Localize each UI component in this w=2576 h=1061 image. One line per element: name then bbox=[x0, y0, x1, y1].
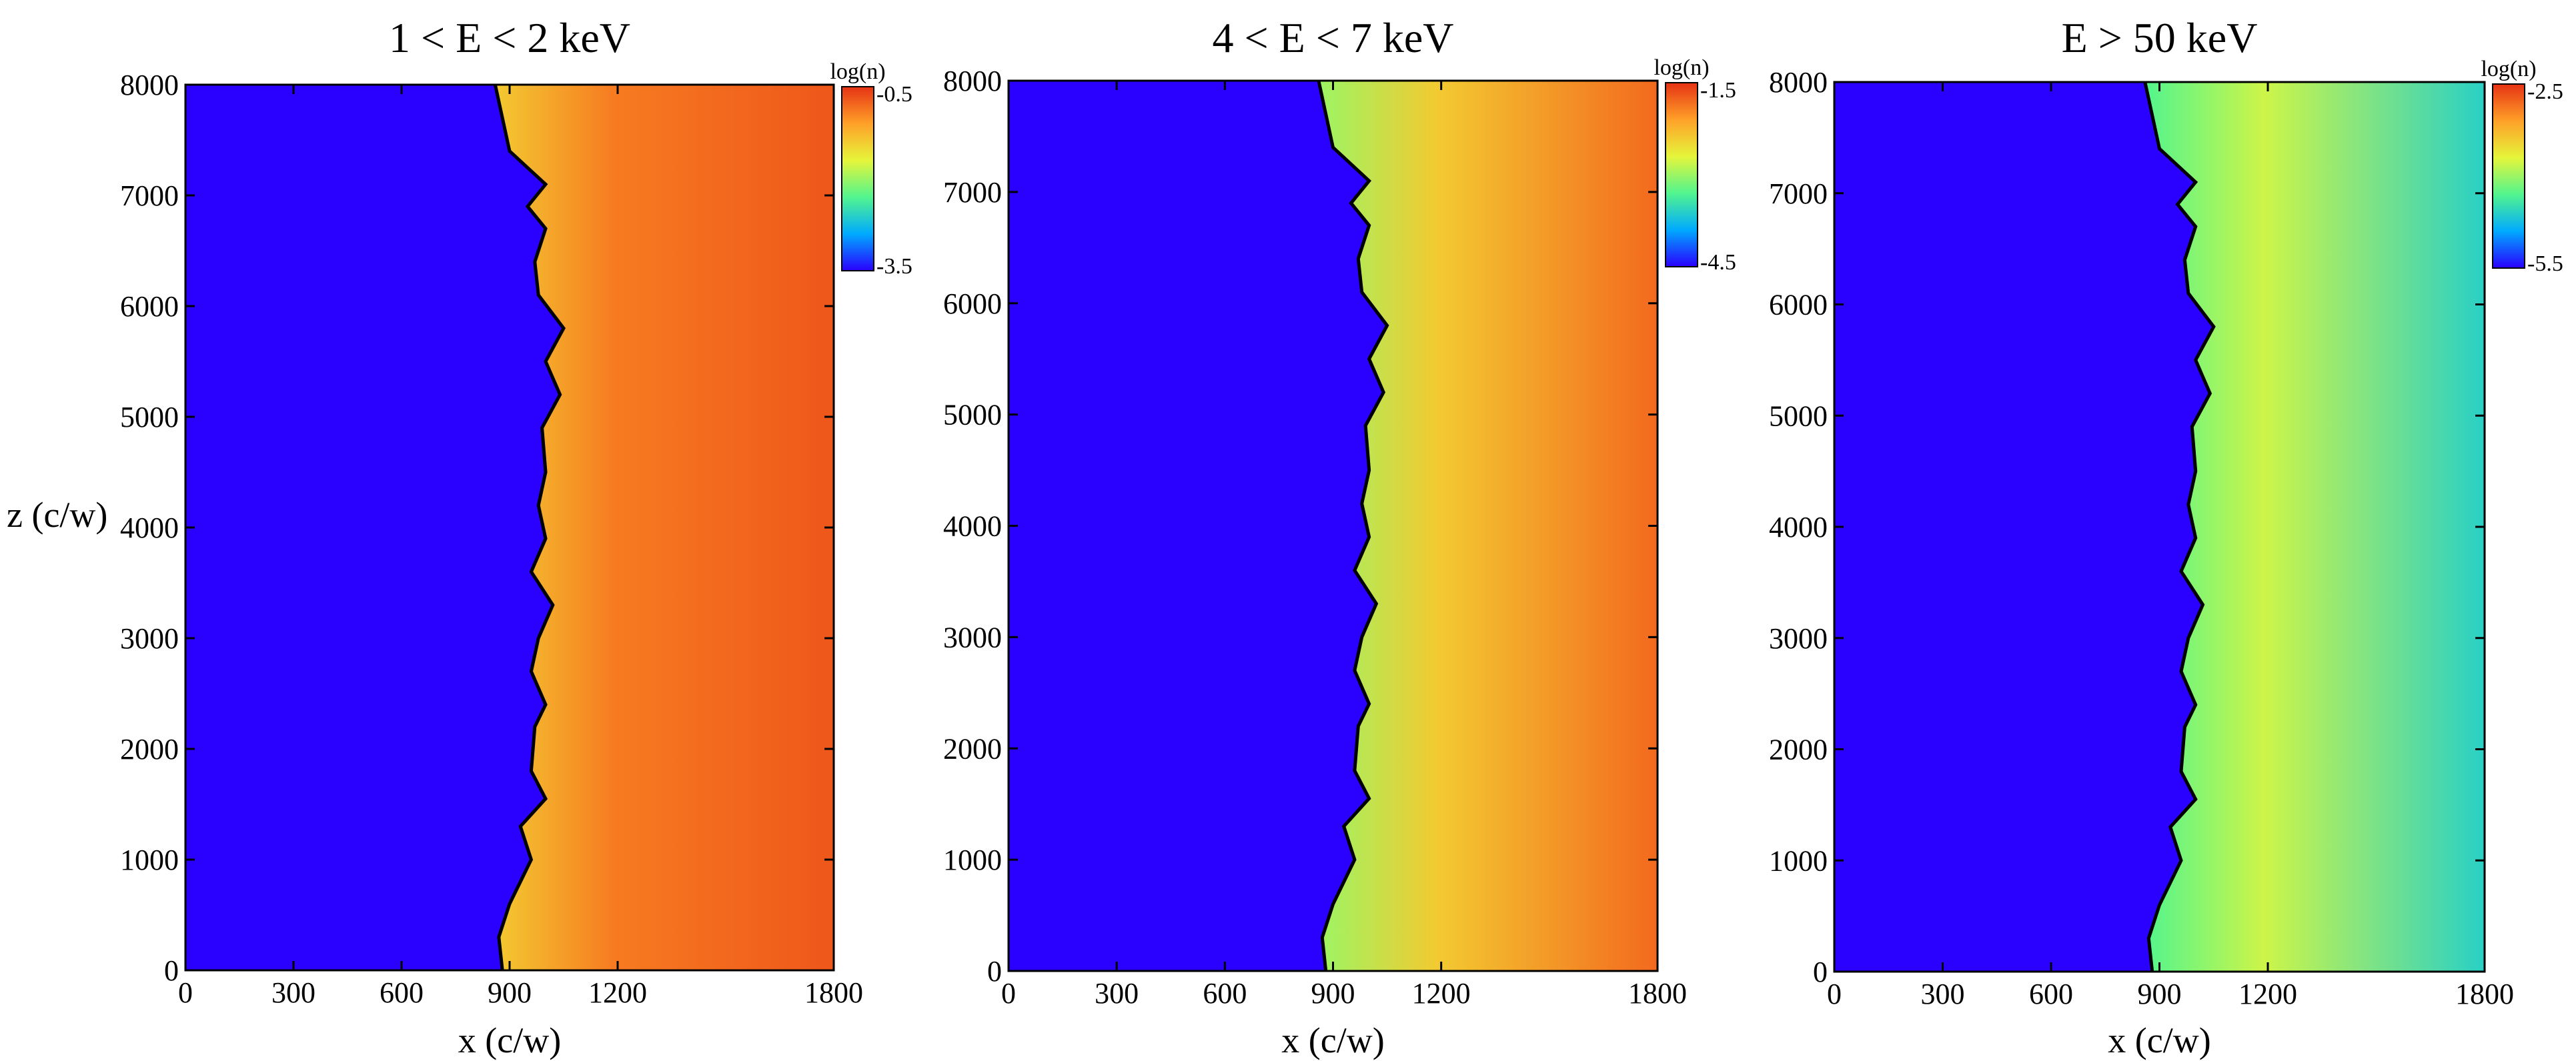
z-axis-label: z (c/w) bbox=[7, 495, 107, 535]
panel-title: 4 < E < 7 keV bbox=[1213, 14, 1454, 61]
y-tick-label: 8000 bbox=[120, 69, 179, 101]
y-tick-label: 4000 bbox=[120, 511, 179, 544]
panel-title: 1 < E < 2 keV bbox=[389, 14, 630, 61]
x-tick-label: 0 bbox=[1827, 978, 1842, 1010]
y-tick-label: 1000 bbox=[1769, 844, 1828, 877]
colorbar bbox=[841, 86, 874, 271]
x-tick-label: 1200 bbox=[1412, 977, 1471, 1010]
colorbar-max-label: -0.5 bbox=[876, 82, 912, 107]
colorbar-max-label: -1.5 bbox=[1700, 78, 1736, 103]
y-tick-label: 6000 bbox=[120, 290, 179, 323]
boundary-curve bbox=[2143, 82, 2216, 972]
colorbar bbox=[1665, 82, 1698, 267]
y-tick-label: 5000 bbox=[943, 399, 1002, 431]
x-tick-label: 1200 bbox=[588, 976, 647, 1009]
y-tick-label: 7000 bbox=[120, 179, 179, 212]
x-tick-label: 0 bbox=[178, 976, 193, 1009]
x-tick-label: 1800 bbox=[2455, 978, 2514, 1010]
x-tick-label: 300 bbox=[1095, 977, 1139, 1010]
x-tick-label: 0 bbox=[1001, 977, 1016, 1010]
y-tick-label: 6000 bbox=[943, 287, 1002, 320]
colorbar-label: log(n) bbox=[830, 59, 885, 84]
y-tick-label: 3000 bbox=[1769, 622, 1828, 655]
boundary-curve bbox=[1317, 81, 1389, 971]
y-tick-label: 0 bbox=[164, 954, 179, 987]
x-axis-label: x (c/w) bbox=[458, 1020, 561, 1060]
x-tick-label: 1200 bbox=[2238, 978, 2297, 1010]
boundary-curve bbox=[493, 85, 566, 970]
colorbar bbox=[2492, 83, 2525, 269]
y-tick-label: 3000 bbox=[120, 622, 179, 655]
y-tick-label: 8000 bbox=[943, 65, 1002, 97]
panel-title: E > 50 keV bbox=[2062, 14, 2258, 61]
heatmap-hot-region bbox=[2144, 82, 2485, 972]
y-tick-label: 4000 bbox=[943, 510, 1002, 543]
y-tick-label: 0 bbox=[1813, 956, 1828, 988]
x-tick-label: 1800 bbox=[1628, 977, 1687, 1010]
x-axis-label: x (c/w) bbox=[1281, 1020, 1384, 1060]
colorbar-min-label: -3.5 bbox=[876, 254, 912, 279]
x-tick-label: 300 bbox=[1921, 978, 1965, 1010]
y-tick-label: 1000 bbox=[120, 844, 179, 876]
colorbar-label: log(n) bbox=[1654, 55, 1709, 80]
y-tick-label: 2000 bbox=[120, 733, 179, 766]
y-tick-label: 4000 bbox=[1769, 511, 1828, 544]
heatmap-panel-1: 1 < E < 2 keV 0 300 600 900 1200 1800 x (c/w) 0 1… bbox=[120, 14, 912, 1060]
x-axis-label: x (c/w) bbox=[2108, 1020, 2210, 1060]
y-tick-label: 7000 bbox=[1769, 177, 1828, 210]
x-tick-label: 600 bbox=[2029, 978, 2073, 1010]
y-tick-label: 6000 bbox=[1769, 289, 1828, 321]
x-tick-label: 900 bbox=[488, 976, 532, 1009]
x-tick-label: 900 bbox=[1311, 977, 1355, 1010]
y-tick-label: 8000 bbox=[1769, 66, 1828, 99]
y-tick-label: 0 bbox=[987, 955, 1002, 988]
y-tick-label: 2000 bbox=[1769, 734, 1828, 766]
heatmap-hot-region bbox=[495, 85, 834, 970]
y-tick-label: 2000 bbox=[943, 732, 1002, 765]
x-tick-label: 900 bbox=[2138, 978, 2182, 1010]
x-tick-label: 1800 bbox=[804, 976, 863, 1009]
y-tick-label: 5000 bbox=[1769, 399, 1828, 432]
y-tick-label: 3000 bbox=[943, 621, 1002, 654]
x-tick-label: 300 bbox=[271, 976, 315, 1009]
colorbar-min-label: -4.5 bbox=[1700, 250, 1736, 275]
heatmap-panel-2: 4 < E < 7 keV 0 300 600 900 1200 1800 x (c/w) 0 1… bbox=[943, 14, 1736, 1060]
y-tick-label: 1000 bbox=[943, 844, 1002, 876]
y-tick-label: 5000 bbox=[120, 401, 179, 433]
y-tick-label: 7000 bbox=[943, 176, 1002, 209]
x-tick-label: 600 bbox=[1203, 977, 1247, 1010]
x-tick-label: 600 bbox=[380, 976, 424, 1009]
colorbar-max-label: -2.5 bbox=[2527, 79, 2563, 104]
colorbar-min-label: -5.5 bbox=[2527, 251, 2563, 276]
colorbar-label: log(n) bbox=[2481, 57, 2536, 81]
heatmap-hot-region bbox=[1318, 81, 1658, 971]
heatmap-panel-3: E > 50 keV 0 300 600 900 1200 1800 x (c/w) 0 1000… bbox=[1769, 14, 2563, 1060]
